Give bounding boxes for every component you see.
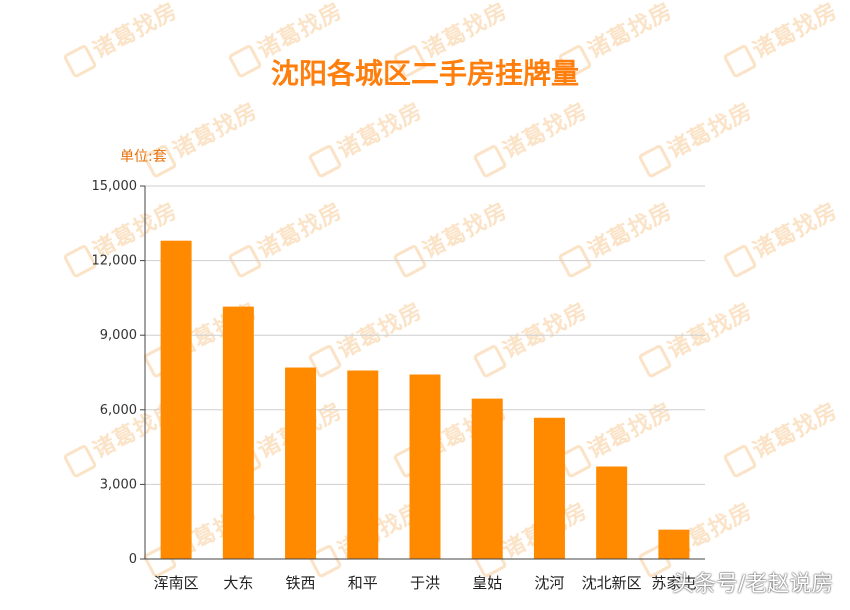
footer-watermark-text: 头条号/老赵说房 [672, 572, 834, 597]
bar-4 [409, 374, 441, 559]
x-tick-labels: 浑南区 大东 铁西 和平 于洪 皇姑 沈河 沈北新区 苏家屯 [154, 574, 697, 592]
y-tick-label: 3,000 [100, 477, 137, 492]
x-tick-label: 于洪 [410, 574, 440, 592]
bars [160, 240, 690, 559]
x-tick-label: 大东 [223, 574, 253, 592]
x-tick-label: 沈河 [534, 574, 564, 592]
x-tick-label: 沈北新区 [582, 574, 642, 592]
bar-8 [658, 529, 690, 559]
y-tick-label: 0 [129, 552, 137, 567]
y-tick-label: 9,000 [100, 328, 137, 343]
bar-7 [596, 466, 628, 559]
y-tick-label: 15,000 [92, 179, 138, 194]
bar-1 [222, 306, 254, 559]
bar-6 [533, 417, 565, 559]
bar-2 [285, 367, 317, 559]
y-axis-unit-label: 单位:套 [120, 149, 167, 165]
bar-5 [471, 398, 503, 559]
bar-0 [160, 240, 192, 559]
x-tick-label: 铁西 [286, 574, 316, 592]
bar-3 [347, 370, 379, 559]
y-tick-label: 6,000 [100, 403, 137, 418]
x-tick-label: 浑南区 [154, 574, 199, 592]
x-tick-label: 皇姑 [472, 574, 502, 592]
x-tick-label: 苏家屯 [651, 574, 696, 592]
axes [140, 185, 705, 560]
x-tick-label: 和平 [348, 574, 378, 592]
y-tick-labels: 0 3,000 6,000 9,000 12,000 15,000 [92, 179, 138, 567]
y-tick-label: 12,000 [92, 254, 138, 269]
chart-title: 沈阳各城区二手房挂牌量 [270, 57, 579, 90]
